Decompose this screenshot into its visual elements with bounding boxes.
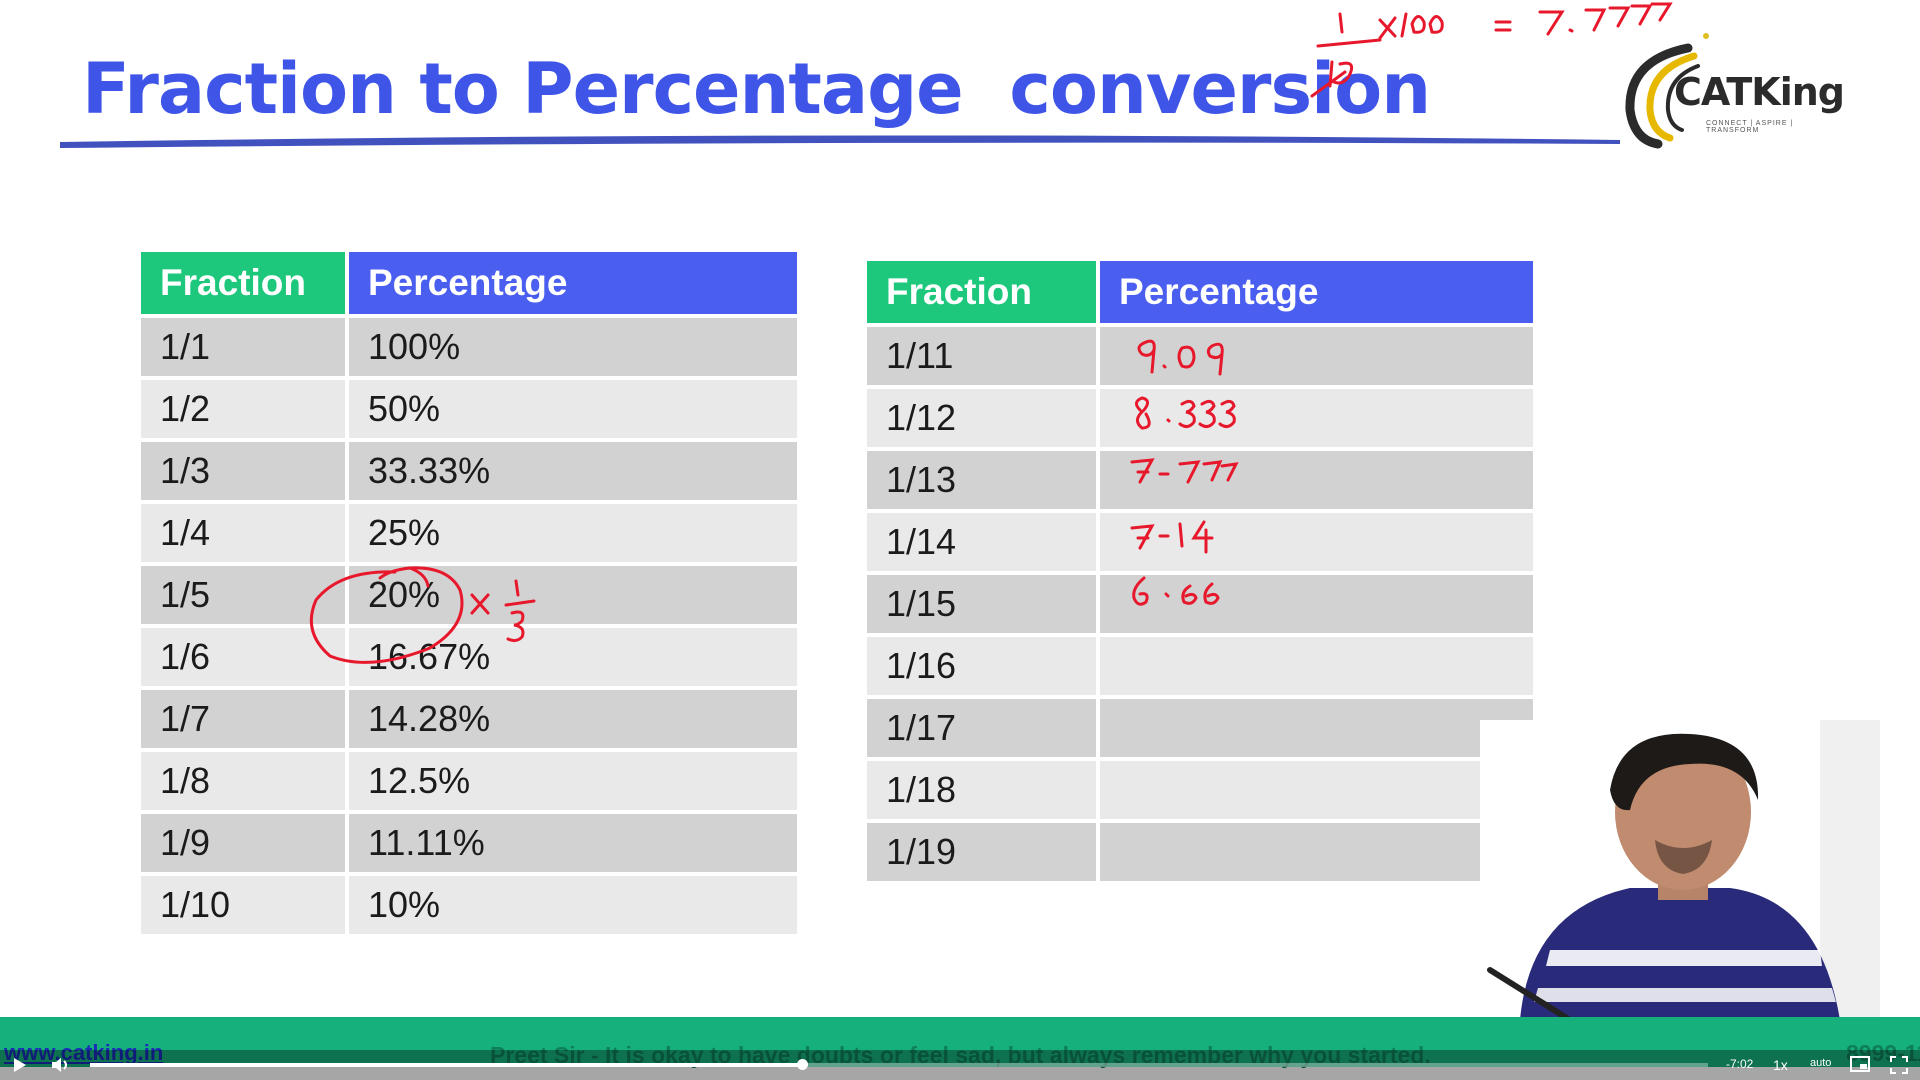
left-header-fraction: Fraction [141, 252, 345, 314]
percentage-cell [1100, 389, 1533, 447]
fraction-cell: 1/2 [141, 380, 345, 438]
fraction-cell: 1/6 [141, 628, 345, 686]
volume-icon[interactable] [50, 1056, 70, 1074]
fraction-cell: 1/5 [141, 566, 345, 624]
percentage-cell: 33.33% [349, 442, 797, 500]
catking-logo: CATKing CONNECT | ASPIRE | TRANSFORM [1618, 40, 1848, 150]
progress-fill [90, 1063, 802, 1067]
percentage-cell: 12.5% [349, 752, 797, 810]
left-conversion-table: Fraction Percentage 1/1 100% 1/2 50% 1/3… [141, 252, 797, 934]
percentage-cell [1100, 327, 1533, 385]
progress-bar[interactable] [90, 1059, 1708, 1070]
percentage-cell: 25% [349, 504, 797, 562]
percentage-cell: 100% [349, 318, 797, 376]
quality-button[interactable]: auto [1810, 1057, 1832, 1069]
fraction-cell: 1/3 [141, 442, 345, 500]
percentage-cell [1100, 513, 1533, 571]
fraction-cell: 1/9 [141, 814, 345, 872]
percentage-cell: 10% [349, 876, 797, 934]
fraction-cell: 1/8 [141, 752, 345, 810]
bottom-banner [0, 1017, 1920, 1067]
fraction-cell: 1/17 [867, 699, 1096, 757]
pip-icon[interactable] [1850, 1056, 1870, 1072]
percentage-cell [1100, 637, 1533, 695]
fraction-cell: 1/18 [867, 761, 1096, 819]
fraction-cell: 1/1 [141, 318, 345, 376]
presenter-video [1480, 720, 1880, 1020]
percentage-cell [1100, 823, 1533, 881]
fraction-cell: 1/11 [867, 327, 1096, 385]
fraction-cell: 1/10 [141, 876, 345, 934]
fraction-cell: 1/12 [867, 389, 1096, 447]
slide-title: Fraction to Percentage conversion [82, 48, 1431, 130]
fraction-cell: 1/4 [141, 504, 345, 562]
fraction-cell: 1/14 [867, 513, 1096, 571]
speed-button[interactable]: 1x [1773, 1057, 1788, 1073]
fraction-cell: 1/19 [867, 823, 1096, 881]
time-remaining: -7:02 [1726, 1057, 1754, 1071]
right-header-fraction: Fraction [867, 261, 1096, 323]
title-underline [60, 135, 1620, 148]
percentage-cell: 50% [349, 380, 797, 438]
percentage-cell: 16.67% [349, 628, 797, 686]
percentage-cell: 11.11% [349, 814, 797, 872]
percentage-cell [1100, 575, 1533, 633]
logo-wordmark: CATKing [1674, 70, 1845, 114]
fraction-cell: 1/7 [141, 690, 345, 748]
left-header-percentage: Percentage [349, 252, 797, 314]
logo-tagline: CONNECT | ASPIRE | TRANSFORM [1706, 120, 1794, 134]
fraction-cell: 1/13 [867, 451, 1096, 509]
fullscreen-icon[interactable] [1890, 1056, 1908, 1074]
fraction-cell: 1/16 [867, 637, 1096, 695]
fraction-cell: 1/15 [867, 575, 1096, 633]
right-header-percentage: Percentage [1100, 261, 1533, 323]
progress-handle[interactable] [796, 1059, 808, 1070]
percentage-cell [1100, 699, 1533, 757]
logo-swoosh-icon [1625, 43, 1700, 149]
right-conversion-table: Fraction Percentage 1/11 1/12 1/13 1/14 … [867, 261, 1533, 881]
play-icon[interactable] [12, 1056, 28, 1074]
percentage-cell [1100, 761, 1533, 819]
percentage-cell: 20% [349, 566, 797, 624]
percentage-cell [1100, 451, 1533, 509]
percentage-cell: 14.28% [349, 690, 797, 748]
website-link[interactable]: www.catking.in [4, 1040, 164, 1065]
